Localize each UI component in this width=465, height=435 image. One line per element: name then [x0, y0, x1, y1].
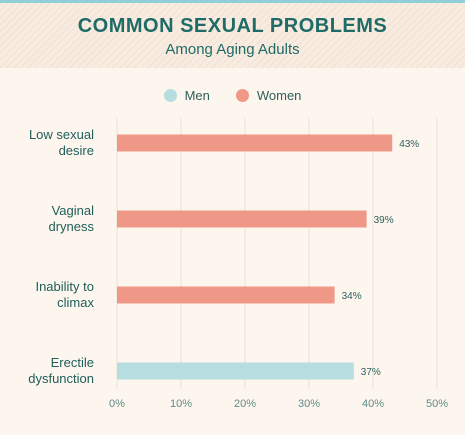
chart-header: COMMON SEXUAL PROBLEMS Among Aging Adult…	[0, 0, 465, 68]
x-tick-label: 20%	[234, 398, 256, 410]
bar-women	[117, 210, 367, 228]
bar-men	[117, 362, 354, 380]
category-label: climax	[57, 295, 94, 310]
legend-swatch-women	[235, 88, 249, 102]
category-label: dysfunction	[28, 371, 94, 386]
x-tick-label: 10%	[170, 398, 192, 410]
bar-value-label: 37%	[361, 367, 381, 378]
chart-subtitle: Among Aging Adults	[165, 41, 300, 58]
x-tick-label: 30%	[298, 398, 320, 410]
x-tick-label: 50%	[426, 398, 448, 410]
legend-item-women: Women	[235, 87, 302, 103]
legend-label-men: Men	[184, 87, 210, 103]
category-label: Vaginal	[52, 203, 95, 218]
chart-title: COMMON SEXUAL PROBLEMS	[77, 15, 388, 37]
category-label: Inability to	[35, 279, 94, 294]
bar-women	[117, 134, 393, 152]
bar-women	[117, 286, 335, 304]
x-tick-label: 0%	[109, 398, 125, 410]
chart-legend: Men Women	[0, 86, 465, 104]
category-label: Erectile	[51, 355, 94, 370]
legend-label-women: Women	[256, 87, 302, 103]
bar-value-label: 39%	[374, 215, 394, 226]
legend-swatch-men	[163, 88, 177, 102]
x-tick-label: 40%	[362, 398, 384, 410]
bar-value-label: 43%	[399, 139, 419, 150]
category-label: dryness	[48, 219, 94, 234]
category-label: desire	[59, 143, 94, 158]
legend-item-men: Men	[163, 87, 210, 103]
bar-value-label: 34%	[342, 291, 362, 302]
category-label: Low sexual	[29, 127, 94, 142]
